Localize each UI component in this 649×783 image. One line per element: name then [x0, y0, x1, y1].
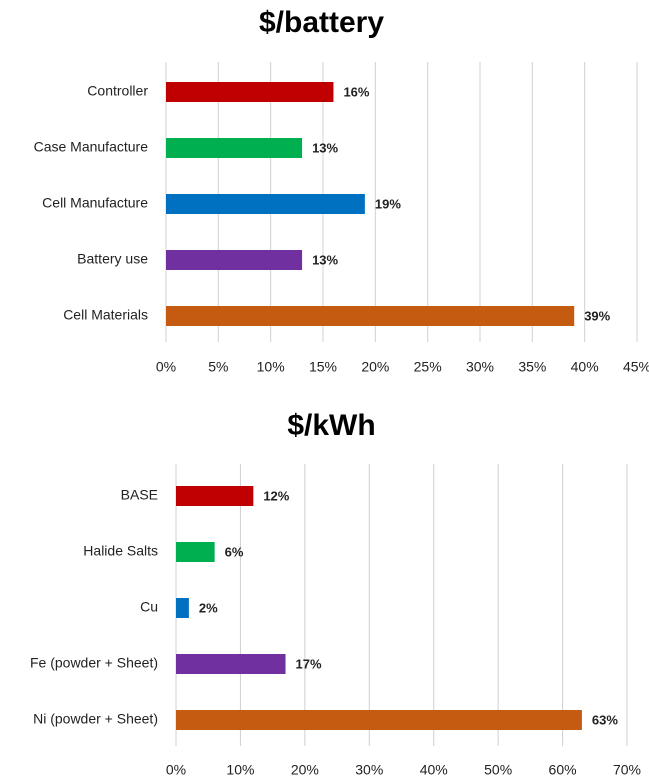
category-label: Battery use [77, 251, 148, 267]
chart-title: $/battery [259, 6, 384, 39]
value-label: 13% [312, 252, 338, 267]
category-label: Case Manufacture [34, 139, 149, 155]
bar [176, 486, 254, 506]
bar [166, 194, 365, 214]
category-label: Controller [87, 83, 148, 99]
x-tick-label: 0% [166, 762, 186, 778]
bar [176, 598, 189, 618]
x-tick-label: 20% [291, 762, 319, 778]
bar [166, 250, 303, 270]
x-tick-label: 45% [623, 359, 649, 375]
value-label: 19% [375, 196, 401, 211]
x-tick-label: 35% [518, 359, 546, 375]
bar [176, 542, 215, 562]
x-tick-label: 30% [355, 762, 383, 778]
value-label: 16% [343, 84, 369, 99]
x-tick-label: 40% [571, 359, 599, 375]
x-tick-label: 70% [613, 762, 641, 778]
x-tick-label: 5% [208, 359, 228, 375]
value-label: 2% [199, 600, 218, 615]
category-label: Fe (powder + Sheet) [30, 655, 158, 671]
bar [176, 710, 582, 730]
bar [176, 654, 286, 674]
x-tick-label: 60% [549, 762, 577, 778]
value-label: 63% [592, 712, 618, 727]
x-tick-label: 10% [226, 762, 254, 778]
category-label: BASE [121, 487, 158, 503]
value-label: 13% [312, 140, 338, 155]
value-label: 39% [584, 308, 610, 323]
value-label: 17% [296, 656, 322, 671]
value-label: 12% [263, 488, 289, 503]
chart-title: $/kWh [287, 409, 375, 442]
bar [166, 306, 575, 326]
value-label: 6% [225, 544, 244, 559]
category-label: Cu [140, 599, 158, 615]
category-label: Cell Manufacture [42, 195, 148, 211]
x-tick-label: 25% [414, 359, 442, 375]
bar [166, 82, 334, 102]
category-label: Ni (powder + Sheet) [33, 711, 158, 727]
x-tick-label: 50% [484, 762, 512, 778]
x-tick-label: 20% [361, 359, 389, 375]
x-tick-label: 30% [466, 359, 494, 375]
bar [166, 138, 303, 158]
category-label: Halide Salts [83, 543, 158, 559]
x-tick-label: 0% [156, 359, 176, 375]
x-tick-label: 40% [420, 762, 448, 778]
category-label: Cell Materials [63, 307, 148, 323]
x-tick-label: 10% [257, 359, 285, 375]
x-tick-label: 15% [309, 359, 337, 375]
